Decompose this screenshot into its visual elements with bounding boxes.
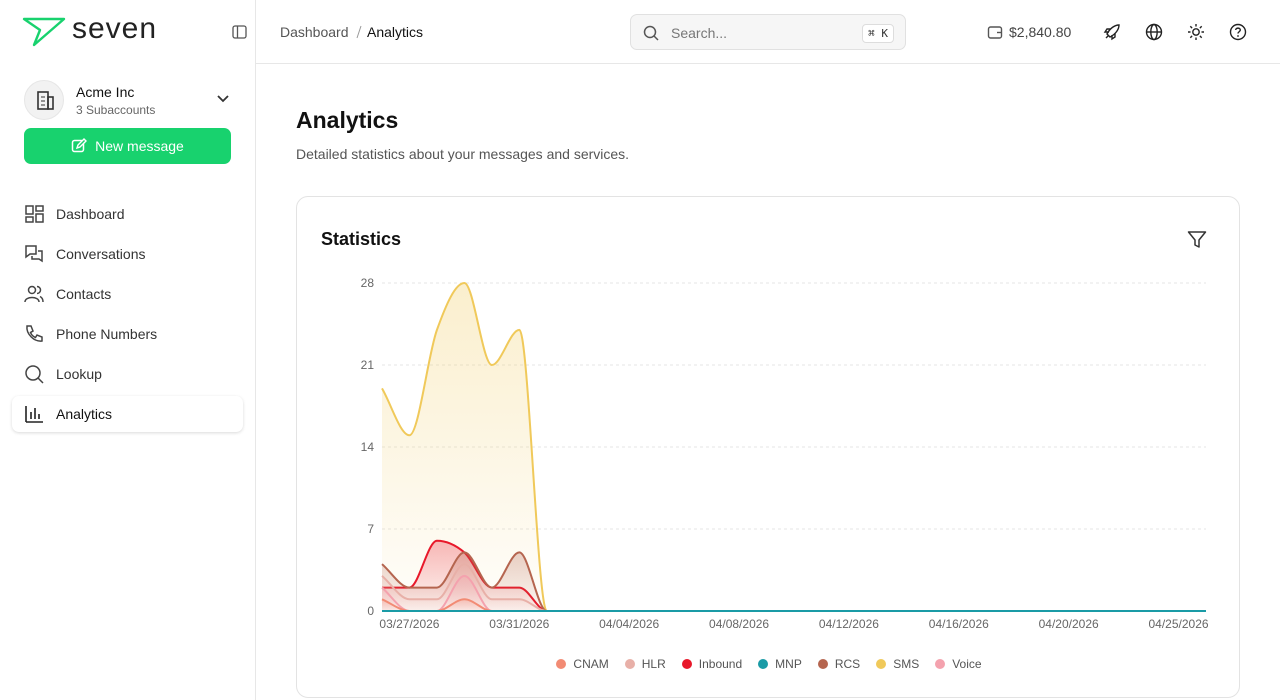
legend-swatch bbox=[935, 659, 946, 669]
legend-swatch bbox=[876, 659, 887, 669]
nav-item[interactable]: Conversations bbox=[12, 236, 243, 272]
nav-item[interactable]: Dashboard bbox=[12, 196, 243, 232]
collapse-icon[interactable] bbox=[232, 25, 247, 39]
balance[interactable]: $2,840.80 bbox=[1009, 24, 1072, 40]
page-title: Analytics bbox=[296, 107, 399, 133]
wallet-icon bbox=[987, 26, 1003, 39]
rocket-icon[interactable] bbox=[1103, 23, 1121, 41]
nav-label: Dashboard bbox=[56, 206, 125, 222]
legend-item[interactable]: SMS bbox=[876, 657, 919, 671]
legend-label: SMS bbox=[893, 657, 920, 671]
x-tick-label: 04/12/2026 bbox=[819, 617, 879, 631]
account-subtitle: 3 Subaccounts bbox=[76, 103, 156, 117]
legend-item[interactable]: MNP bbox=[758, 657, 802, 671]
legend-swatch bbox=[624, 659, 635, 669]
nav-item[interactable]: Lookup bbox=[12, 356, 243, 392]
x-tick-label: 04/25/2026 bbox=[1149, 617, 1209, 631]
chart-title: Statistics bbox=[321, 229, 402, 249]
legend-item[interactable]: CNAM bbox=[556, 657, 609, 671]
legend-item[interactable]: Inbound bbox=[681, 657, 743, 671]
breadcrumb-separator bbox=[356, 25, 362, 39]
logo-icon bbox=[22, 17, 66, 47]
legend-label: RCS bbox=[834, 657, 861, 671]
sidebar: seven Acme Inc 3 Subaccounts New message… bbox=[0, 0, 256, 700]
help-icon[interactable] bbox=[1229, 23, 1247, 41]
x-tick-label: 04/16/2026 bbox=[929, 617, 989, 631]
theme-icon[interactable] bbox=[1187, 23, 1205, 41]
new-message-label: New message bbox=[95, 138, 184, 154]
chevron[interactable] bbox=[216, 94, 230, 104]
legend-label: HLR bbox=[641, 657, 666, 671]
header: Dashboard Analytics Search... ⌘ K $2,840… bbox=[256, 0, 1280, 64]
account[interactable]: Acme Inc 3 Subaccounts bbox=[76, 84, 155, 117]
shortcut: ⌘ K bbox=[862, 24, 894, 43]
filter-icon[interactable] bbox=[1187, 230, 1207, 250]
x-tick-label: 04/08/2026 bbox=[709, 617, 769, 631]
page-subtitle: Detailed statistics about your messages … bbox=[296, 146, 630, 162]
nav-item[interactable]: Phone Numbers bbox=[12, 316, 243, 352]
legend-swatch bbox=[681, 659, 692, 669]
nav-label: Conversations bbox=[56, 246, 146, 262]
y-tick-label: 0 bbox=[367, 604, 374, 618]
y-tick-label: 21 bbox=[361, 358, 375, 372]
brand: seven bbox=[72, 12, 158, 45]
x-tick-label: 04/20/2026 bbox=[1039, 617, 1099, 631]
nav-label: Phone Numbers bbox=[56, 326, 158, 342]
x-tick-label: 03/31/2026 bbox=[489, 617, 549, 631]
account-avatar[interactable] bbox=[24, 80, 64, 120]
nav-label: Analytics bbox=[56, 406, 113, 422]
chart-card: Statistics 0 7 14 21 28 03/27/2026 03/31/2026 0… bbox=[296, 196, 1240, 698]
legend: CNAM HLR Inbound MNP RCS SMS Voice bbox=[297, 657, 1241, 671]
breadcrumb-link[interactable]: Dashboard bbox=[280, 24, 349, 40]
new-message-button[interactable]: New message bbox=[24, 128, 231, 164]
nav-label: Contacts bbox=[56, 286, 112, 302]
search-placeholder: Search... bbox=[671, 25, 728, 41]
legend-item[interactable]: RCS bbox=[817, 657, 861, 671]
y-tick-label: 28 bbox=[361, 276, 375, 290]
breadcrumb-current: Analytics bbox=[367, 24, 424, 40]
legend-label: Voice bbox=[952, 657, 982, 671]
nav-item[interactable]: Contacts bbox=[12, 276, 243, 312]
legend-label: CNAM bbox=[573, 657, 609, 671]
legend-swatch bbox=[758, 659, 769, 669]
globe-icon[interactable] bbox=[1145, 23, 1163, 41]
x-tick-label: 03/27/2026 bbox=[379, 617, 439, 631]
legend-label: Inbound bbox=[698, 657, 743, 671]
legend-swatch bbox=[556, 659, 567, 669]
account-name: Acme Inc bbox=[76, 84, 135, 100]
legend-item[interactable]: Voice bbox=[935, 657, 982, 671]
legend-label: MNP bbox=[775, 657, 802, 671]
x-tick-label: 04/04/2026 bbox=[599, 617, 659, 631]
y-tick-label: 14 bbox=[361, 440, 375, 454]
chart: 0 7 14 21 28 03/27/2026 03/31/2026 04/04/2026 04… bbox=[361, 276, 1209, 631]
area bbox=[382, 283, 1206, 611]
search-box[interactable]: Search... ⌘ K bbox=[630, 14, 906, 50]
legend-item[interactable]: HLR bbox=[624, 657, 666, 671]
legend-swatch bbox=[817, 659, 828, 669]
area bbox=[382, 599, 1206, 611]
y-tick-label: 7 bbox=[367, 522, 374, 536]
nav-item-active[interactable]: Analytics bbox=[12, 396, 243, 432]
nav-label: Lookup bbox=[56, 366, 102, 382]
